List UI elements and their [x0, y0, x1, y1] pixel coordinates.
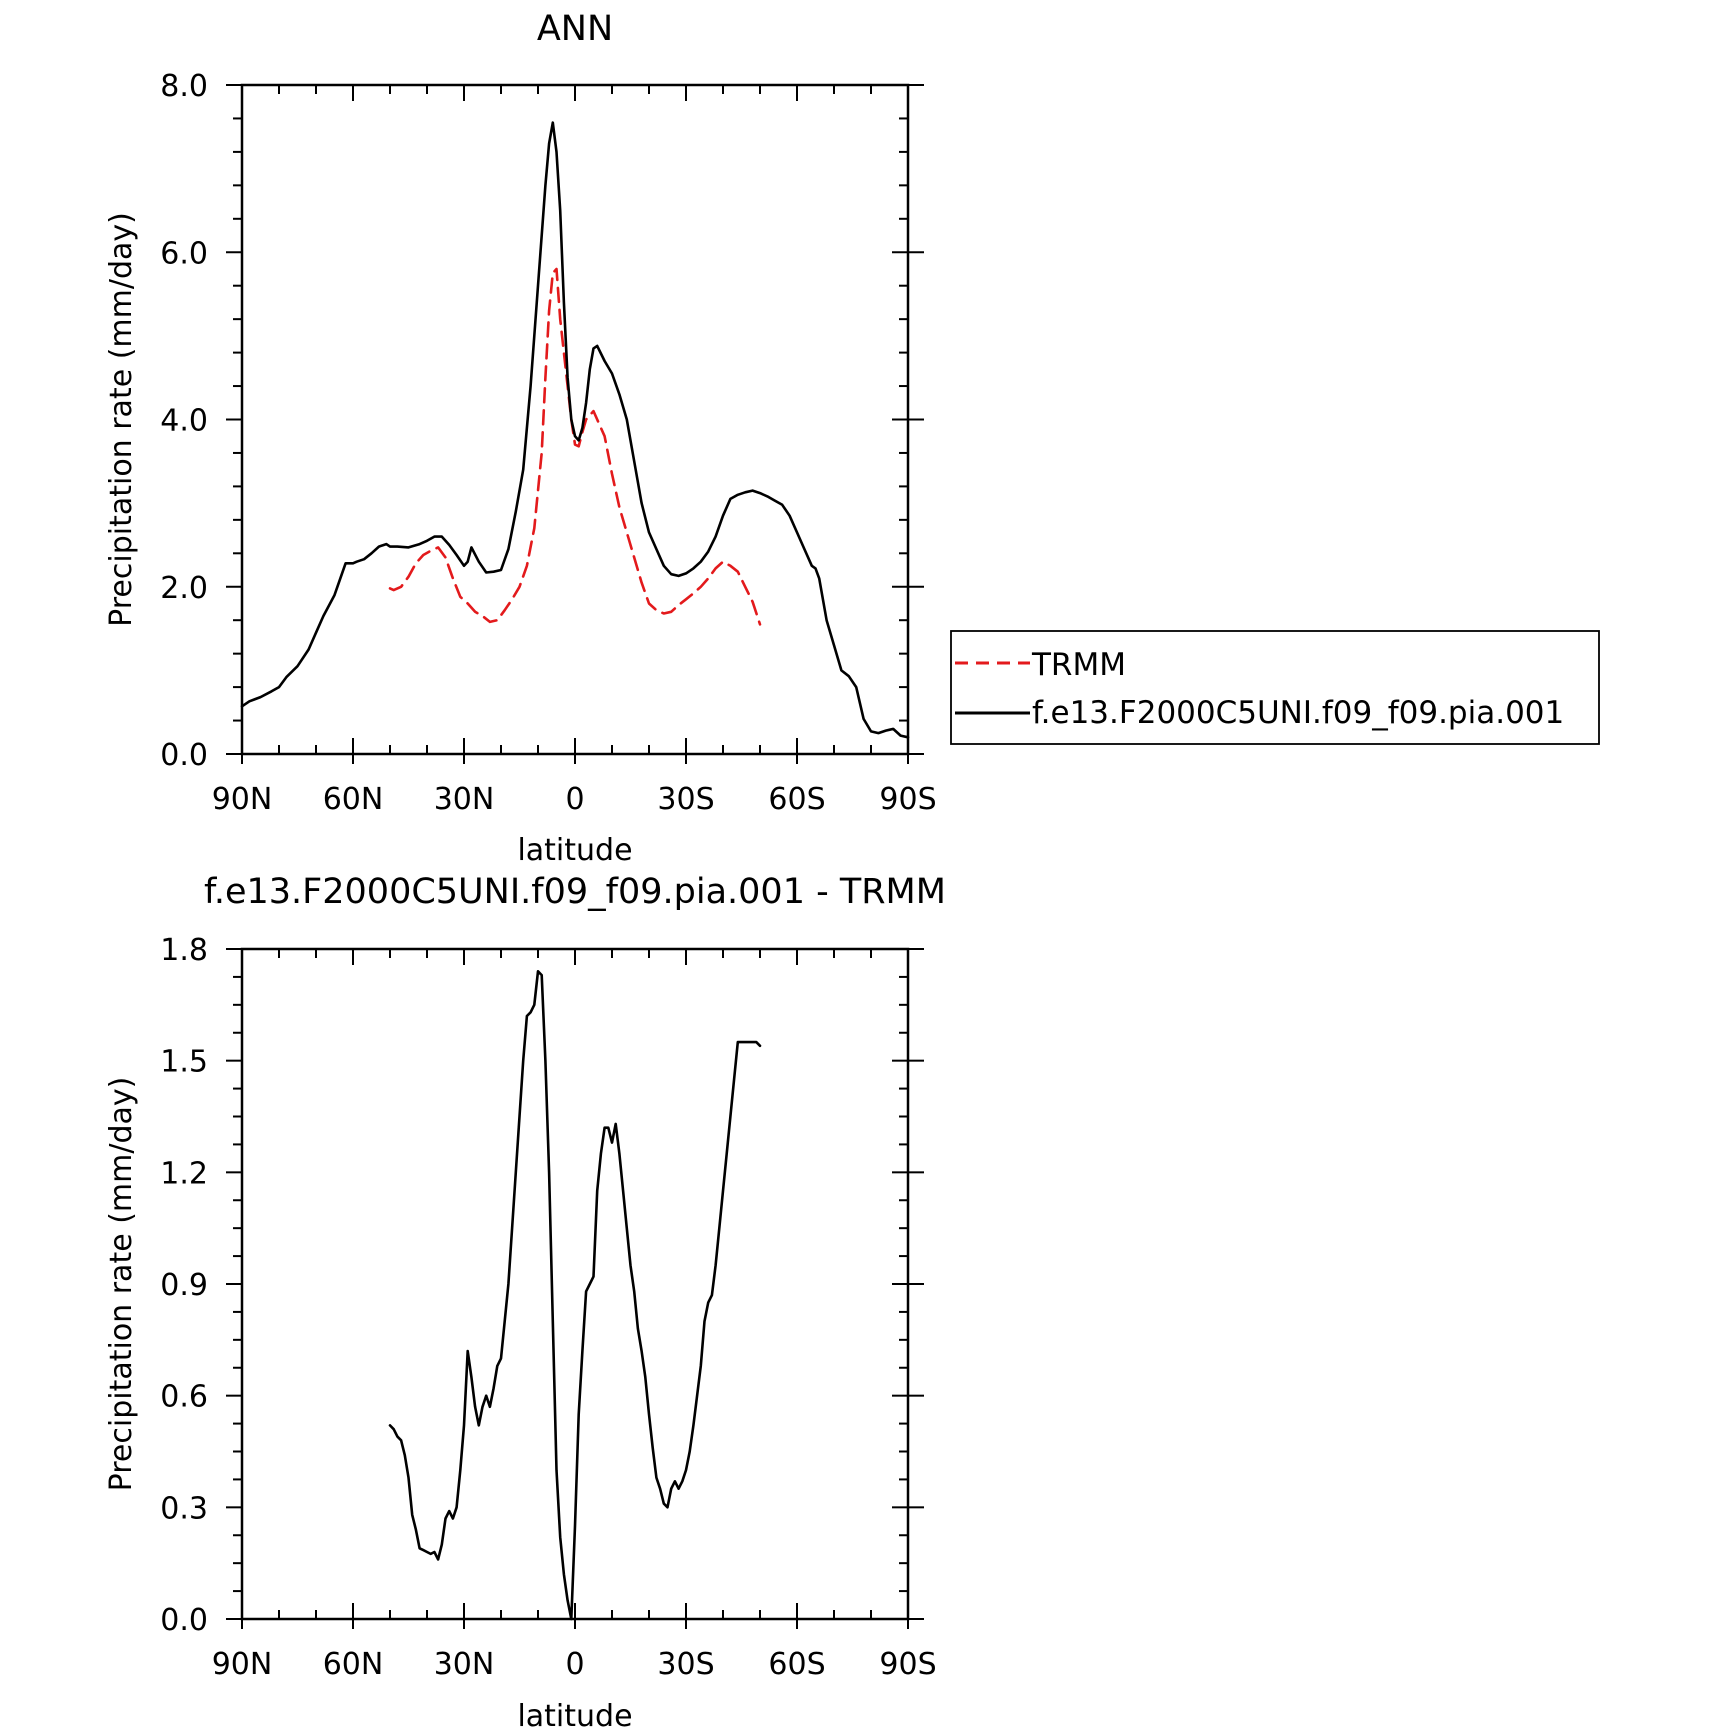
plot-frame	[240, 83, 910, 756]
y-tick-label: 0.0	[160, 1603, 208, 1638]
x-tick-label: 90N	[212, 782, 273, 817]
series-layer	[240, 121, 910, 739]
series-line	[240, 121, 910, 739]
series-line	[388, 969, 762, 1621]
y-axis-label: Precipitation rate (mm/day)	[104, 1077, 139, 1492]
plot-frame	[240, 947, 910, 1621]
x-tick-label: 0	[565, 1647, 584, 1682]
tick-labels: 90N 60N 30N 0 30S 60S 90S 0.0 2.0 4.0 6.0 8.0	[160, 69, 936, 817]
x-tick-label: 30N	[434, 1647, 495, 1682]
panel-top: ANN 90N 60N 30N 0 30S 60S 90S 0.0 2.0 4.0 6.0 8.0 l…	[104, 9, 1600, 868]
y-tick-label: 4.0	[160, 404, 208, 439]
y-tick-label: 1.2	[160, 1156, 208, 1191]
x-tick-label: 60S	[768, 1647, 825, 1682]
series-layer	[388, 969, 762, 1621]
panel-bottom: f.e13.F2000C5UNI.f09_f09.pia.001 - TRMM …	[104, 872, 946, 1734]
x-axis-label: latitude	[517, 833, 632, 868]
y-tick-label: 2.0	[160, 571, 208, 606]
y-tick-label: 8.0	[160, 69, 208, 104]
x-tick-label: 30S	[657, 782, 714, 817]
x-tick-label: 0	[565, 782, 584, 817]
x-tick-label: 90S	[879, 782, 936, 817]
x-tick-label: 60S	[768, 782, 825, 817]
x-tick-label: 90N	[212, 1647, 273, 1682]
legend-label-trmm: TRMM	[1031, 647, 1126, 683]
chart-title: f.e13.F2000C5UNI.f09_f09.pia.001 - TRMM	[204, 872, 946, 912]
x-tick-label: 60N	[323, 1647, 384, 1682]
y-tick-label: 1.5	[160, 1045, 208, 1080]
x-axis-label: latitude	[517, 1699, 632, 1734]
x-tick-label: 30N	[434, 782, 495, 817]
legend-label-model: f.e13.F2000C5UNI.f09_f09.pia.001	[1032, 695, 1564, 731]
y-tick-label: 0.6	[160, 1380, 208, 1415]
y-tick-label: 0.0	[160, 738, 208, 773]
legend-box	[950, 630, 1600, 745]
x-tick-label: 60N	[323, 782, 384, 817]
y-tick-label: 1.8	[160, 933, 208, 968]
y-tick-label: 0.9	[160, 1268, 208, 1303]
x-tick-label: 90S	[879, 1647, 936, 1682]
tick-labels: 90N 60N 30N 0 30S 60S 90S 0.0 0.3 0.6 0.9 1.2 1.5 1.8	[160, 933, 936, 1682]
legend: TRMM f.e13.F2000C5UNI.f09_f09.pia.001	[950, 630, 1600, 745]
y-tick-label: 6.0	[160, 236, 208, 271]
x-tick-label: 30S	[657, 1647, 714, 1682]
chart-title: ANN	[537, 9, 613, 49]
y-tick-label: 0.3	[160, 1491, 208, 1526]
y-axis-label: Precipitation rate (mm/day)	[104, 212, 139, 627]
